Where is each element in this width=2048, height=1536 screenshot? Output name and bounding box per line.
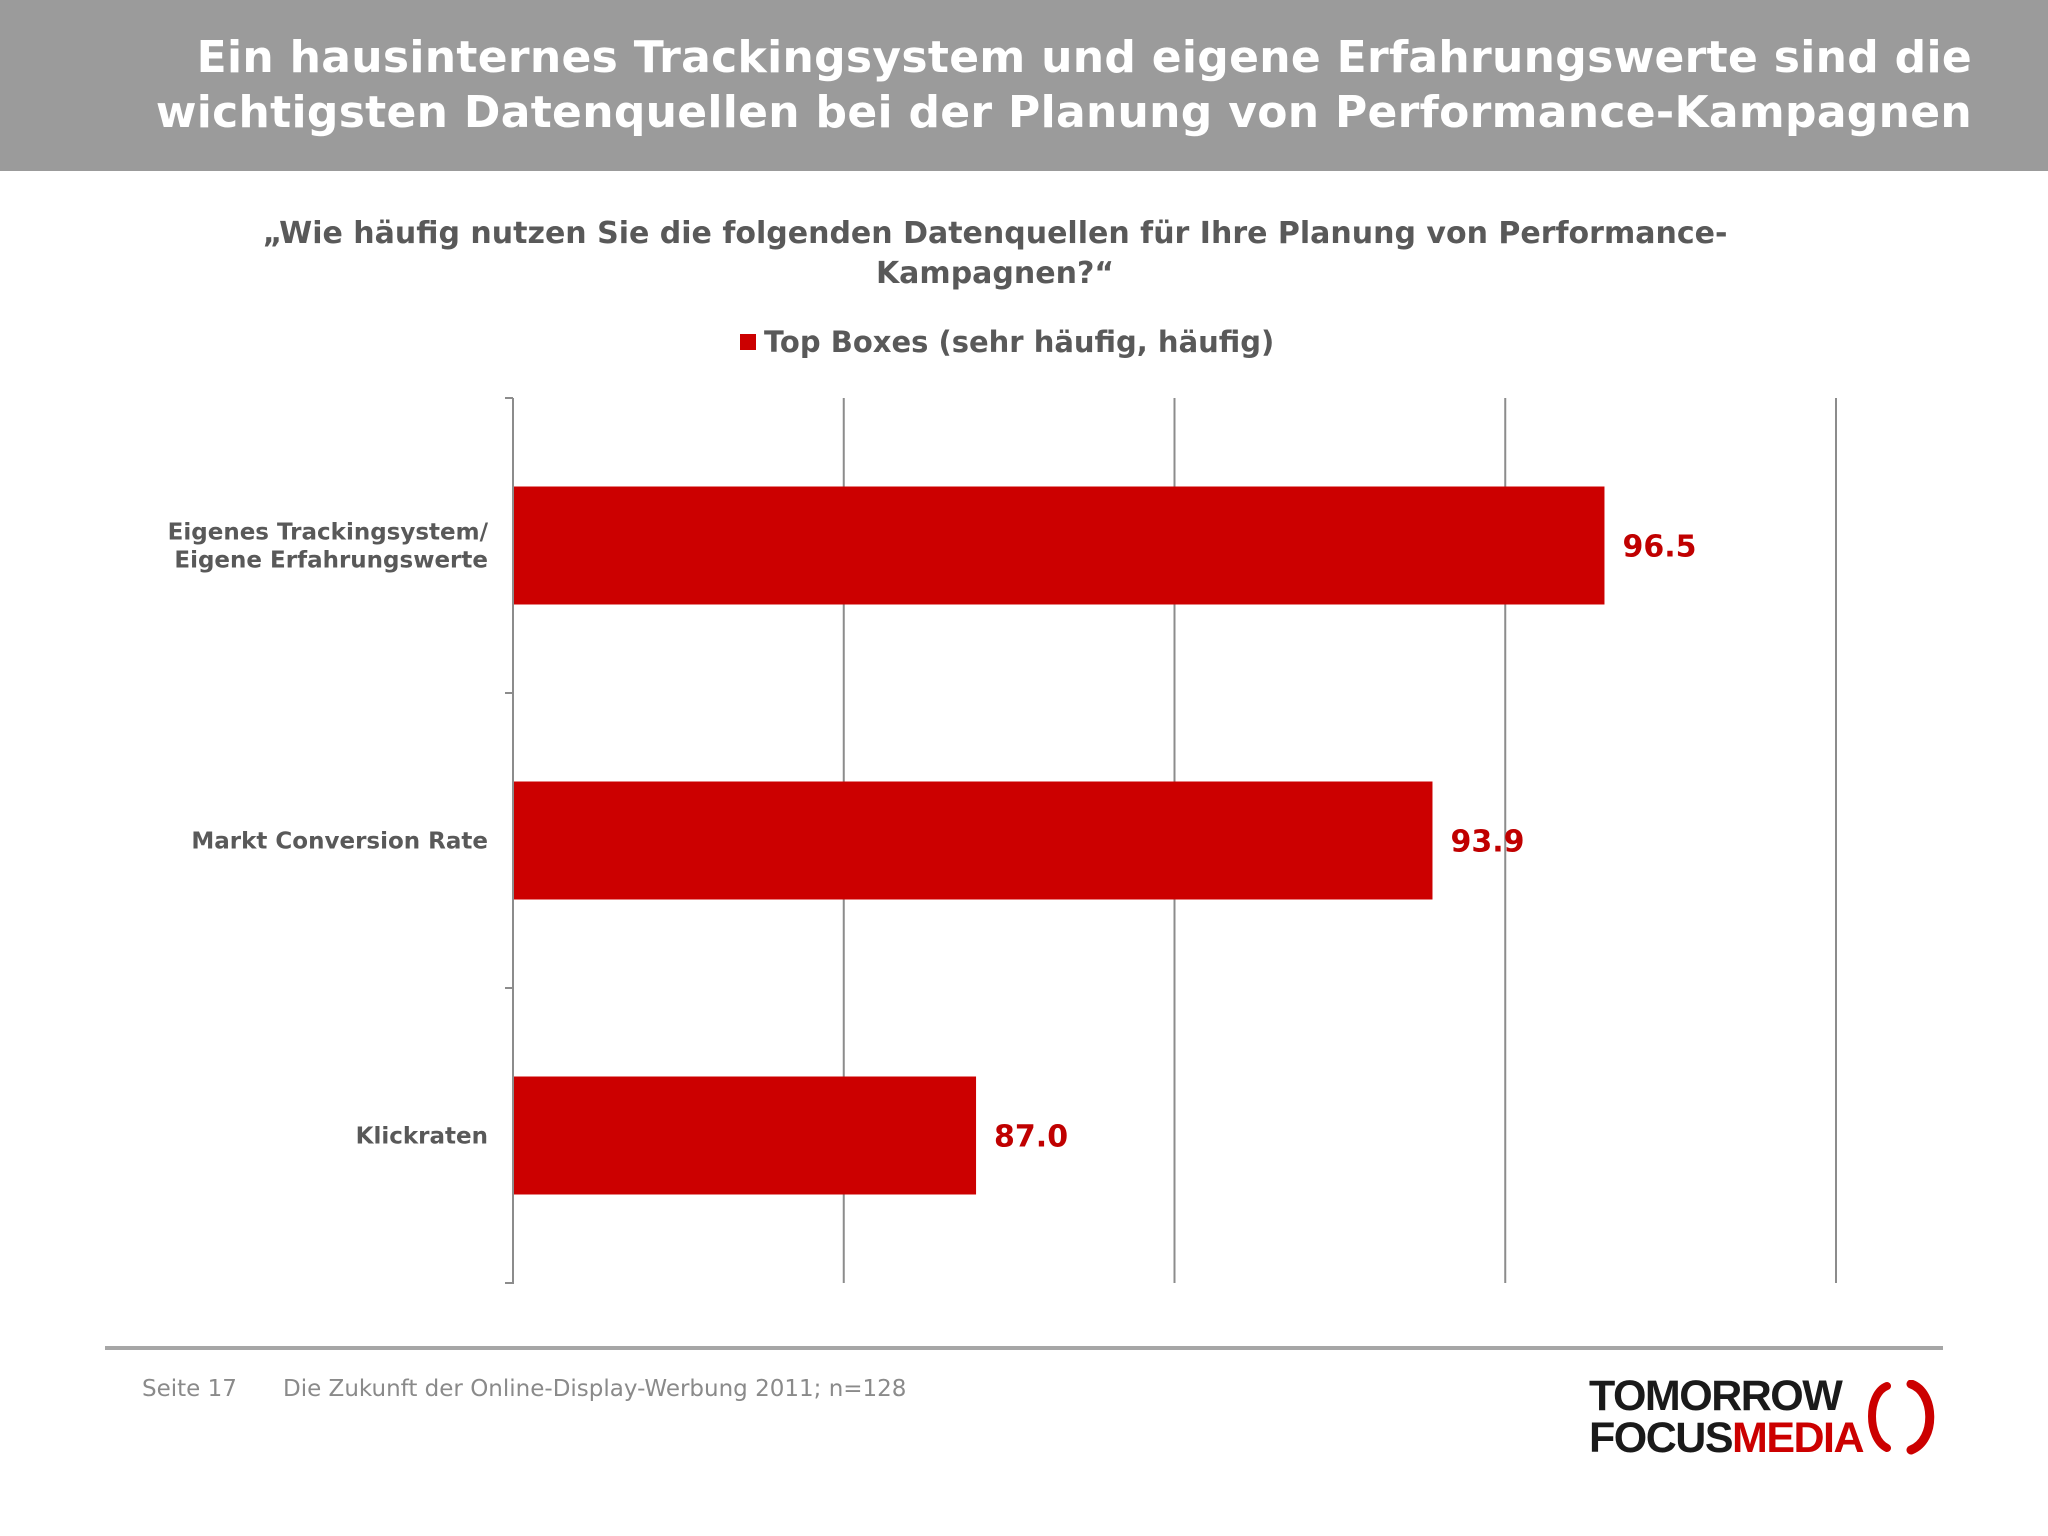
- category-label: Klickraten: [356, 1124, 488, 1150]
- source-note: Die Zukunft der Online-Display-Werbung 2…: [283, 1376, 907, 1402]
- page-title: Ein hausinternes Trackingsystem und eige…: [52, 30, 1972, 140]
- data-label: 87.0: [994, 1120, 1068, 1155]
- legend-swatch: [740, 334, 756, 350]
- bar: [514, 1076, 977, 1195]
- chart-title: „Wie häufig nutzen Sie die folgenden Dat…: [230, 214, 1760, 294]
- tomorrow-focus-media-logo: TOMORROW FOCUSMEDIA: [1585, 1372, 1945, 1462]
- page-number: Seite 17: [142, 1376, 237, 1402]
- category-label: Eigenes Trackingsystem/: [168, 520, 489, 546]
- logo-line2: FOCUSMEDIA: [1589, 1414, 1865, 1463]
- bar: [514, 781, 1433, 900]
- page-title-line2: wichtigsten Datenquellen bei der Planung…: [155, 87, 1972, 138]
- logo-focus: FOCUS: [1589, 1414, 1734, 1462]
- legend-label: Top Boxes (sehr häufig, häufig): [764, 325, 1275, 359]
- data-label: 93.9: [1450, 825, 1524, 860]
- data-label: 96.5: [1622, 530, 1696, 565]
- bar: [514, 486, 1605, 605]
- chart-title-line2: Kampagnen?“: [875, 256, 1115, 291]
- logo-line1: TOMORROW: [1589, 1372, 1843, 1420]
- chart-title-line1: „Wie häufig nutzen Sie die folgenden Dat…: [262, 216, 1728, 251]
- page-title-line1: Ein hausinternes Trackingsystem und eige…: [196, 32, 1972, 83]
- logo-media: MEDIA: [1732, 1414, 1865, 1462]
- category-label: Markt Conversion Rate: [191, 829, 488, 855]
- footer-divider: [105, 1346, 1943, 1350]
- logo-ring-icon: [1868, 1380, 1935, 1455]
- chart-legend: Top Boxes (sehr häufig, häufig): [740, 322, 1274, 362]
- category-label: Eigene Erfahrungswerte: [174, 548, 488, 574]
- title-banner: Ein hausinternes Trackingsystem und eige…: [0, 0, 2048, 171]
